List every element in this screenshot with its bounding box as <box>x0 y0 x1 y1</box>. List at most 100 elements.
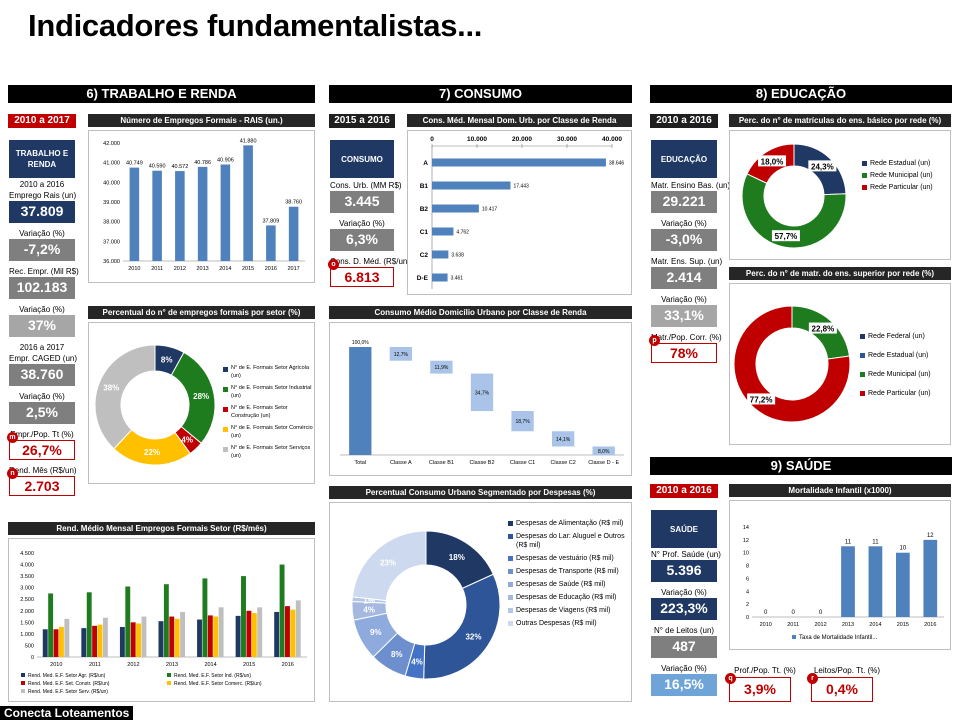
x-tick-label: 2012 <box>814 622 826 628</box>
y-tick-label: 0 <box>31 655 34 661</box>
legend-swatch <box>508 582 513 587</box>
legend-item: N° de E. Formais Setor Industrial (un) <box>223 385 313 400</box>
legend-item: Despesas de Educação (R$ mil) <box>508 593 630 602</box>
data-label: 40.749 <box>126 161 143 167</box>
x-tick-label: 2010 <box>50 662 62 668</box>
bar <box>349 347 372 455</box>
y-tick-label: 8 <box>746 564 749 570</box>
section-consumo-header: 7) CONSUMO <box>329 85 632 103</box>
chart-mortalidade-title: Mortalidade Infantil (x1000) <box>729 484 951 497</box>
data-label: 0 <box>764 610 768 616</box>
legend-swatch <box>21 681 25 685</box>
trabalho-kpi-label-6: Empr./Pop. Tt (%) <box>10 430 74 439</box>
data-label: 0 <box>791 610 795 616</box>
trabalho-kpi-value-7: 2.703 <box>9 476 75 496</box>
trabalho-kpi-value-5: 2,5% <box>9 402 75 424</box>
data-label: 40.572 <box>171 164 188 170</box>
legend-swatch <box>508 534 513 539</box>
data-label: 3.461 <box>451 276 464 282</box>
legend-label: Rend. Med. E.F. Set. Constr. (R$/un) <box>28 681 110 687</box>
legend-item: Rede Municipal (un) <box>862 171 950 180</box>
y-tick-label: 4.000 <box>20 563 34 569</box>
legend-swatch <box>21 689 25 693</box>
bar <box>470 373 494 412</box>
data-label: 28% <box>193 392 209 401</box>
y-tick-label: 42.000 <box>103 141 120 147</box>
bar <box>64 618 70 657</box>
legend-item: N° de E. Formais Setor Construção (un) <box>223 405 313 420</box>
y-tick-label: 40.000 <box>103 180 120 186</box>
trabalho-kpi-value-3: 37% <box>9 315 75 337</box>
bar <box>86 592 92 657</box>
bar <box>202 578 208 657</box>
y-tick-label: 6 <box>746 576 749 582</box>
trabalho-marker-n: n <box>7 468 18 479</box>
data-label: 8% <box>391 650 403 659</box>
bar <box>290 609 296 657</box>
chart-despesas-panel: 18% 32% 4% 8% 9% 4% 1% 23% Despesas de Alimenta… <box>329 502 632 702</box>
x-tick-label: Classe B2 <box>469 460 494 466</box>
chart-despesas-legend: Despesas de Alimentação (R$ mil) Despesas… <box>508 519 630 632</box>
data-label: 4% <box>363 606 375 615</box>
legend-item: Despesas de Transporte (R$ mil) <box>508 567 630 576</box>
bar <box>430 360 453 374</box>
legend-label: Rend. Med. E.F. Setor Ind. (R$/un) <box>174 673 251 679</box>
bar <box>174 618 180 657</box>
educacao-kpi-label-1: Variação (%) <box>661 219 707 228</box>
educacao-kpi-label-0: Matr. Ensino Bas. (un) <box>651 181 731 190</box>
x-tick-label: 2012 <box>127 662 139 668</box>
trabalho-kpi-label-5: Variação (%) <box>19 392 65 401</box>
y-tick-label: 2.000 <box>20 609 34 615</box>
bar <box>246 610 252 657</box>
page-title: Indicadores fundamentalistas... <box>28 8 483 43</box>
bar <box>141 616 147 657</box>
pie-slice <box>94 344 156 450</box>
bar <box>285 606 290 657</box>
bar <box>432 204 479 213</box>
data-label-box <box>808 322 837 334</box>
data-label-box <box>771 230 800 242</box>
y-tick-label: C1 <box>420 229 429 236</box>
x-tick-label: 2014 <box>219 266 231 272</box>
legend-swatch <box>223 447 228 452</box>
data-label: 40.906 <box>217 158 234 164</box>
data-label: 34,7% <box>475 390 490 396</box>
legend-label: Despesas de Saúde (R$ mil) <box>516 581 606 588</box>
x-tick-label: Classe D - E <box>588 460 619 466</box>
x-tick-label: 2013 <box>842 622 854 628</box>
chart-waterfall: 100,0% Total 12,7% Classe A 11,9% Classe B1 34… <box>340 340 624 466</box>
chart-empregos-title: Número de Empregos Formais - RAIS (un.) <box>88 114 315 127</box>
educacao-period: 2010 a 2016 <box>650 114 718 128</box>
bar <box>119 626 125 657</box>
x-tick-label: 40.000 <box>602 136 622 143</box>
bar <box>295 600 301 657</box>
section-saude-header: 9) SAÚDE <box>650 457 952 475</box>
legend-label: N° de E. Formais Setor Construção (un) <box>231 405 288 419</box>
data-label: 0 <box>819 610 823 616</box>
data-label-box <box>808 160 837 172</box>
chart-basico: 24,3% 57,7% 18,0% <box>741 143 847 249</box>
data-label: 8,0% <box>598 449 610 455</box>
legend-label: Rend. Med. E.F. Setor Comerc. (R$/un) <box>174 681 262 687</box>
trabalho-kpi-value-4: 38.760 <box>9 364 75 386</box>
x-tick-label: 0 <box>430 136 434 143</box>
saude-kpi-value-2: 487 <box>651 636 717 658</box>
saude-bottom-label-1: Leitos/Pop. Tt. (%) <box>813 666 881 675</box>
x-tick-label: 2015 <box>897 622 909 628</box>
educacao-kpi-label-3: Variação (%) <box>661 295 707 304</box>
legend-label: Rede Particular (un) <box>870 184 933 191</box>
bar <box>213 616 219 657</box>
legend-label: Outras Despesas (R$ mil) <box>516 620 597 627</box>
bar <box>243 145 253 261</box>
chart-waterfall-title: Consumo Médio Domicílio Urbano por Class… <box>329 306 632 319</box>
data-label-box <box>758 155 787 167</box>
educacao-category: EDUCAÇÃO <box>651 140 717 178</box>
trabalho-kpi-label-2: Rec. Empr. (Mil R$) <box>9 267 79 276</box>
data-label: 12,7% <box>394 352 409 358</box>
legend-swatch <box>862 185 867 190</box>
y-tick-label: B1 <box>420 183 429 190</box>
bar <box>180 611 185 657</box>
x-tick-label: Classe C1 <box>510 460 535 466</box>
legend-item: Rede Particular (un) <box>862 183 950 192</box>
data-label: 17.443 <box>513 184 529 190</box>
